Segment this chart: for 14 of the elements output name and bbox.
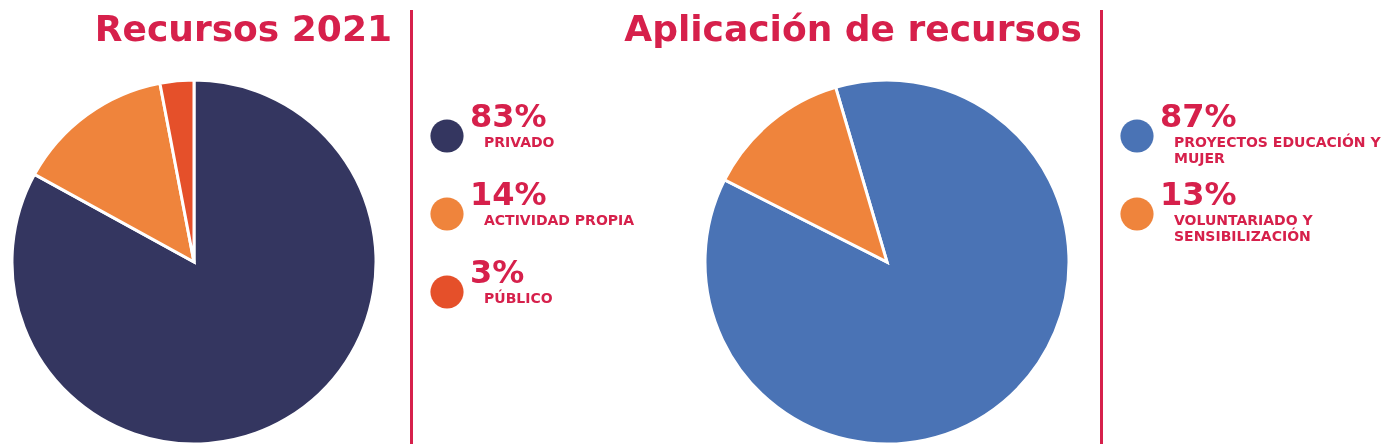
pie-slice [703, 78, 1071, 444]
chart-title: Recursos 2021 [94, 8, 392, 49]
legend-label: VOLUNTARIADO Y SENSIBILIZACIÓN [1174, 212, 1314, 244]
data-label: 14% [470, 175, 547, 213]
data-label: 13% [1160, 175, 1237, 213]
legend-label: ACTIVIDAD PROPIA [484, 212, 635, 228]
chart-title: Aplicación de recursos [624, 8, 1082, 49]
legend-label: PROYECTOS EDUCACIÓN Y MUJER [1174, 133, 1382, 166]
data-label: 87% [1160, 97, 1237, 135]
data-label: 83% [470, 97, 547, 135]
pie-slice [10, 78, 378, 444]
pie-slice [723, 85, 889, 264]
legend-label: PÚBLICO [484, 289, 553, 306]
legend-label: PRIVADO [484, 134, 555, 150]
